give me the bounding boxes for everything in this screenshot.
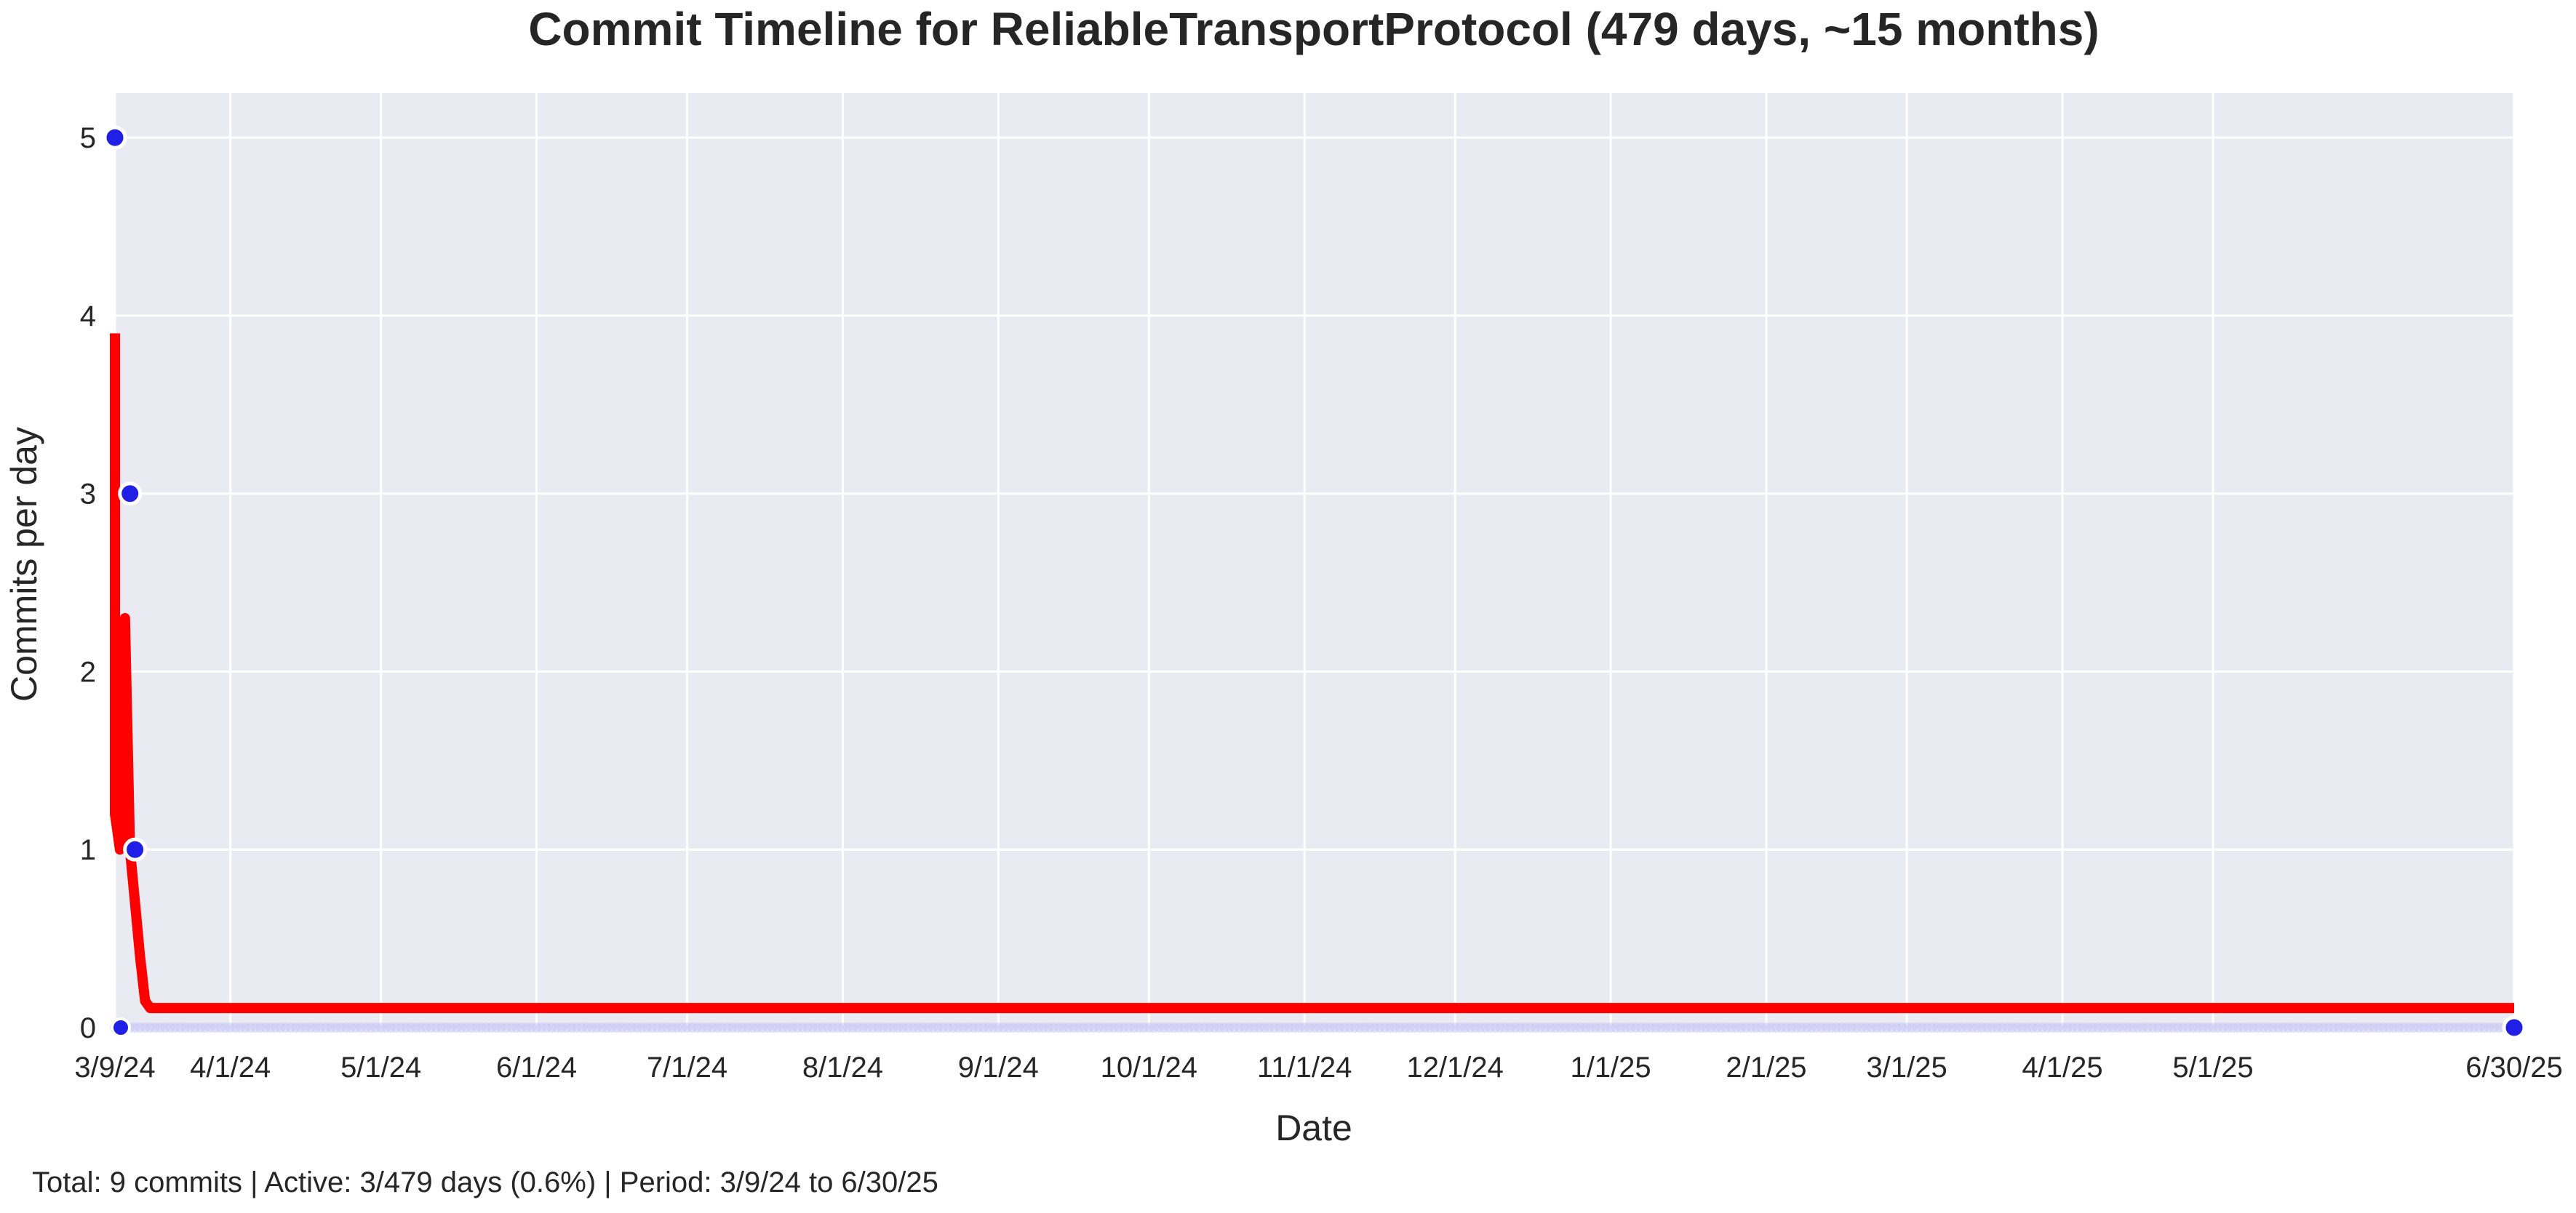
x-tick-label-9: 12/1/24 bbox=[1406, 1052, 1503, 1084]
x-tick-label-6: 9/1/24 bbox=[958, 1052, 1039, 1084]
x-tick-label-12: 3/1/25 bbox=[1867, 1052, 1947, 1084]
commit-point-2 bbox=[123, 837, 148, 862]
chart-title: Commit Timeline for ReliableTransportPro… bbox=[528, 3, 2099, 55]
x-tick-label-10: 1/1/25 bbox=[1570, 1052, 1651, 1084]
y-tick-label-3: 3 bbox=[80, 479, 96, 511]
x-tick-label-14: 5/1/25 bbox=[2172, 1052, 2253, 1084]
y-axis-ticks: 0 1 2 3 4 5 bbox=[80, 122, 96, 1044]
x-tick-label-13: 4/1/25 bbox=[2022, 1052, 2102, 1084]
x-tick-label-11: 2/1/25 bbox=[1726, 1052, 1806, 1084]
x-tick-label-3: 6/1/24 bbox=[496, 1052, 577, 1084]
y-tick-label-0: 0 bbox=[80, 1012, 96, 1044]
commit-point-0 bbox=[103, 125, 127, 150]
x-tick-label-4: 7/1/24 bbox=[647, 1052, 727, 1084]
plot-area bbox=[115, 93, 2514, 1028]
commit-point-3 bbox=[2502, 1015, 2527, 1040]
y-tick-label-5: 5 bbox=[80, 122, 96, 154]
commit-point-1 bbox=[118, 481, 143, 506]
x-tick-label-0: 3/9/24 bbox=[74, 1052, 155, 1084]
x-tick-label-8: 11/1/24 bbox=[1257, 1052, 1352, 1084]
x-axis-ticks: 3/9/24 4/1/24 5/1/24 6/1/24 7/1/24 8/1/24 9/1/… bbox=[74, 1052, 2562, 1084]
x-tick-label-2: 5/1/24 bbox=[340, 1052, 421, 1084]
x-tick-label-7: 10/1/24 bbox=[1101, 1052, 1197, 1084]
y-tick-label-2: 2 bbox=[80, 656, 96, 688]
x-tick-label-5: 8/1/24 bbox=[802, 1052, 883, 1084]
x-tick-label-1: 4/1/24 bbox=[190, 1052, 271, 1084]
y-tick-label-1: 1 bbox=[80, 834, 96, 866]
y-axis-label: Commits per day bbox=[4, 427, 44, 702]
commit-points-layer bbox=[103, 125, 2527, 1040]
zero-day-markers bbox=[110, 1022, 2519, 1033]
commit-point-zero-start bbox=[111, 1017, 131, 1038]
x-tick-label-15: 6/30/25 bbox=[2465, 1052, 2562, 1084]
x-axis-label: Date bbox=[1275, 1108, 1352, 1148]
summary-footer: Total: 9 commits | Active: 3/479 days (0… bbox=[32, 1166, 938, 1198]
y-tick-label-4: 4 bbox=[80, 300, 96, 332]
